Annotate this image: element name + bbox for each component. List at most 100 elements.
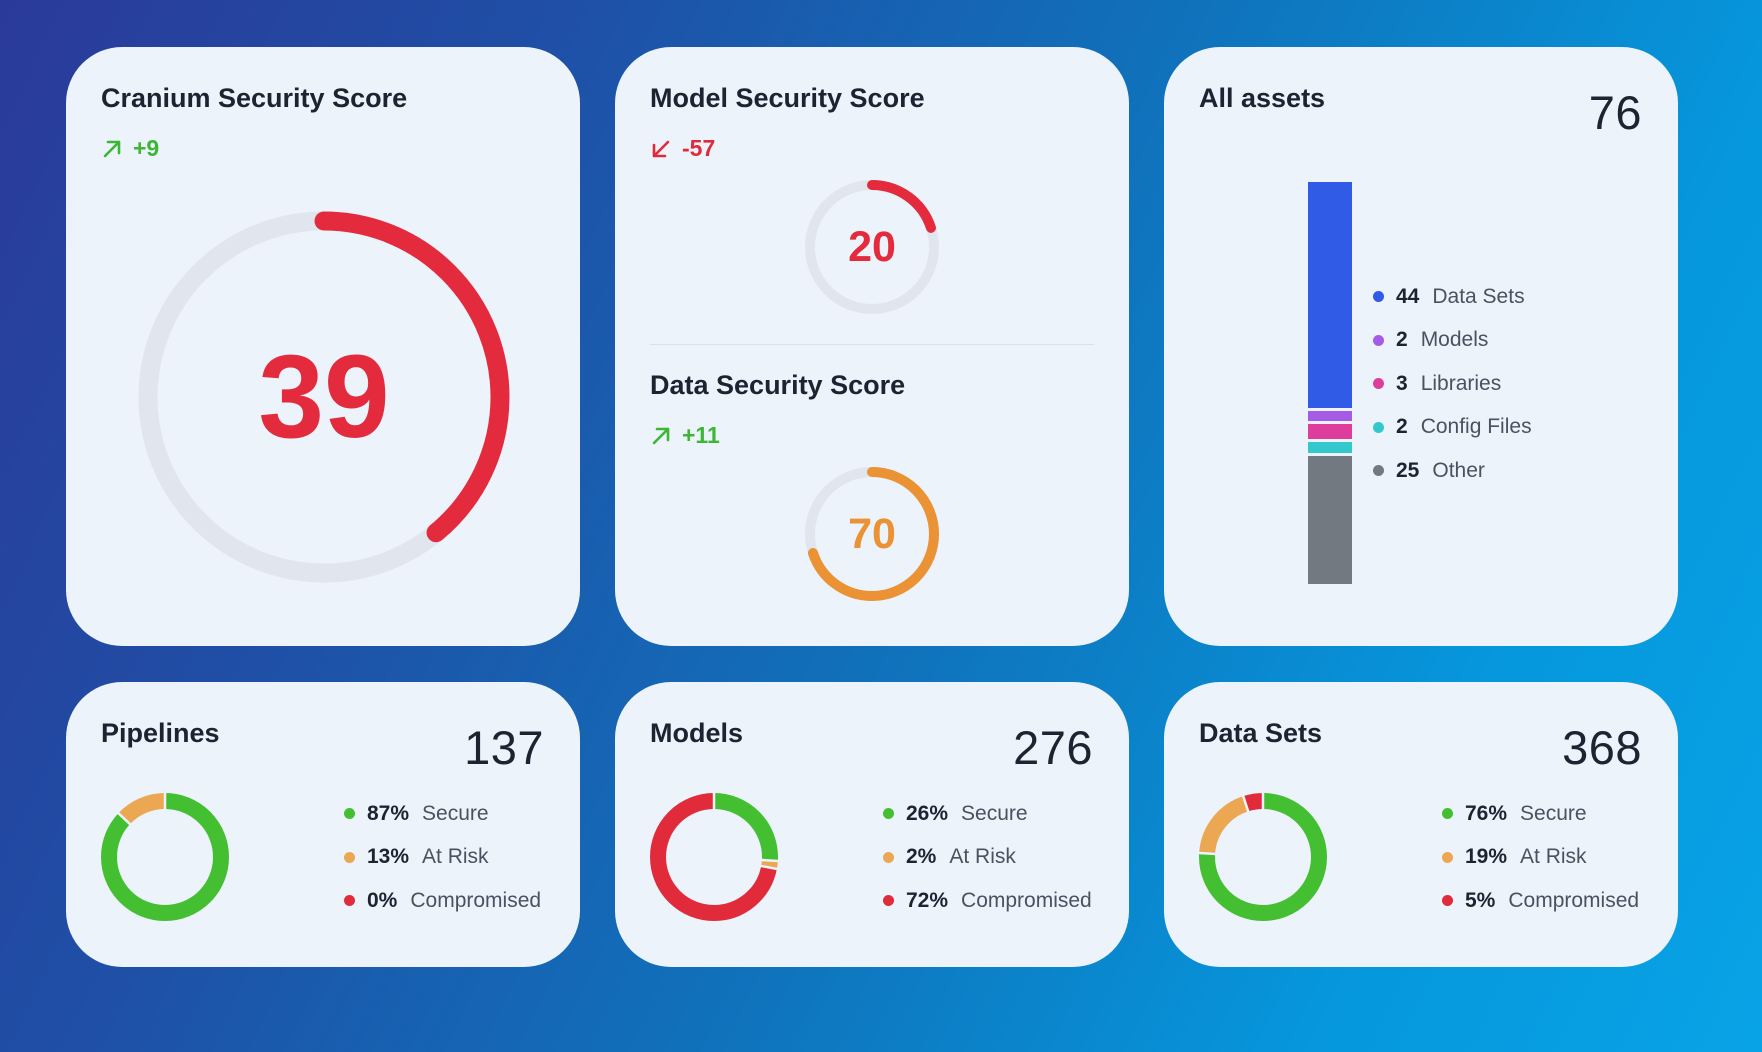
model-data-score-card[interactable]: Model Security Score -57 20 Data Securit… <box>615 47 1129 646</box>
pipelines-legend-label: Secure <box>422 801 489 825</box>
assets-bar-segment <box>1308 442 1352 456</box>
legend-dot-icon <box>344 808 355 820</box>
data-score-delta: +11 <box>650 422 720 449</box>
models-legend-item: 72% Compromised <box>883 879 1092 923</box>
legend-dot-icon <box>1373 421 1384 433</box>
datasets-card[interactable]: Data Sets 368 76% Secure 19% At Risk 5% Compr… <box>1164 682 1678 967</box>
models-donut-chart <box>650 793 778 921</box>
assets-bar-segment <box>1308 182 1352 411</box>
models-total: 276 <box>1013 721 1093 774</box>
legend-dot-icon <box>1442 851 1453 863</box>
model-score-value: 20 <box>848 222 896 271</box>
pipelines-legend-item: 0% Compromised <box>344 879 541 923</box>
assets-stacked-bar <box>1308 182 1352 584</box>
arrow-up-right-icon <box>103 140 121 157</box>
legend-dot-icon <box>344 895 355 907</box>
assets-legend-label: Data Sets <box>1432 284 1525 308</box>
assets-bar-segment <box>1308 455 1352 584</box>
assets-legend-count: 2 <box>1396 415 1408 439</box>
model-score-gauge: 20 <box>802 177 942 317</box>
assets-legend-label: Config Files <box>1420 415 1532 439</box>
pipelines-legend-item: 87% Secure <box>344 792 541 836</box>
cranium-score-delta-value: +9 <box>133 135 160 161</box>
data-score-delta-value: +11 <box>682 422 720 448</box>
legend-dot-icon <box>1373 334 1384 346</box>
datasets-legend-label: Compromised <box>1508 888 1640 912</box>
assets-legend-count: 2 <box>1396 328 1408 352</box>
datasets-legend-pct: 76% <box>1465 801 1508 825</box>
data-score-arc <box>805 467 939 601</box>
arrow-down-left-icon <box>652 140 670 157</box>
datasets-legend-item: 5% Compromised <box>1442 879 1639 923</box>
legend-dot-icon <box>883 808 894 820</box>
arrow-up-right-icon <box>652 427 670 444</box>
models-legend-item: 2% At Risk <box>883 836 1092 880</box>
assets-legend-label: Models <box>1420 328 1489 352</box>
models-title: Models <box>650 718 744 748</box>
models-donut-separator <box>760 858 778 863</box>
assets-bar-segment <box>1308 424 1352 443</box>
model-score-delta-value: -57 <box>682 135 716 161</box>
cranium-score-arc <box>138 211 510 583</box>
legend-dot-icon <box>883 851 894 863</box>
assets-legend: 44 Data Sets 2 Models 3 Libraries 2 Config File… <box>1373 275 1532 493</box>
all-assets-card[interactable]: All assets 76 44 Data Sets 2 Models 3 Librari… <box>1164 47 1678 646</box>
assets-legend-label: Libraries <box>1420 371 1502 395</box>
legend-dot-icon <box>1373 465 1384 477</box>
datasets-total: 368 <box>1562 721 1642 774</box>
legend-dot-icon <box>1442 895 1453 907</box>
datasets-legend-label: Secure <box>1520 801 1587 825</box>
models-legend-label: Secure <box>961 801 1028 825</box>
datasets-legend-item: 76% Secure <box>1442 792 1639 836</box>
all-assets-total: 76 <box>1588 86 1642 139</box>
legend-dot-icon <box>1373 291 1384 303</box>
pipelines-donut-separator <box>116 811 132 826</box>
datasets-donut-separator <box>1241 794 1250 813</box>
pipelines-legend: 87% Secure 13% At Risk 0% Compromised <box>344 792 541 923</box>
models-legend-label: Compromised <box>961 888 1092 912</box>
model-score-arc <box>805 180 939 314</box>
assets-legend-count: 25 <box>1396 458 1420 482</box>
data-score-gauge: 70 <box>802 464 942 604</box>
datasets-title: Data Sets <box>1199 718 1323 748</box>
pipelines-card[interactable]: Pipelines 137 87% Secure 13% At Risk 0% Compr… <box>66 682 580 967</box>
assets-legend-label: Other <box>1432 458 1485 482</box>
pipelines-legend-pct: 87% <box>367 801 410 825</box>
datasets-legend-pct: 5% <box>1465 888 1496 912</box>
cranium-score-title: Cranium Security Score <box>101 83 408 113</box>
models-donut-separator <box>759 864 778 871</box>
pipelines-legend-pct: 13% <box>367 845 410 869</box>
legend-dot-icon <box>1442 808 1453 820</box>
assets-legend-item: 2 Models <box>1373 319 1532 363</box>
assets-bar-segment <box>1308 410 1352 425</box>
pipelines-legend-item: 13% At Risk <box>344 836 541 880</box>
model-score-title: Model Security Score <box>650 83 925 113</box>
model-score-delta: -57 <box>650 135 715 162</box>
cranium-score-card[interactable]: Cranium Security Score +9 39 <box>66 47 580 646</box>
pipelines-legend-pct: 0% <box>367 888 398 912</box>
cranium-score-gauge: 39 <box>138 211 510 583</box>
data-score-value: 70 <box>848 509 896 558</box>
datasets-legend-label: At Risk <box>1520 845 1587 869</box>
cranium-score-value: 39 <box>258 331 390 463</box>
pipelines-donut-chart <box>101 793 229 921</box>
data-score-title: Data Security Score <box>650 370 906 400</box>
assets-legend-item: 3 Libraries <box>1373 362 1532 406</box>
models-legend-pct: 26% <box>906 801 949 825</box>
assets-legend-item: 25 Other <box>1373 449 1532 493</box>
all-assets-title: All assets <box>1199 83 1326 113</box>
datasets-legend-item: 19% At Risk <box>1442 836 1639 880</box>
models-card[interactable]: Models 276 26% Secure 2% At Risk 72% Compromi… <box>615 682 1129 967</box>
legend-dot-icon <box>1373 378 1384 390</box>
cranium-score-delta: +9 <box>101 135 159 162</box>
assets-legend-item: 2 Config Files <box>1373 406 1532 450</box>
legend-dot-icon <box>344 851 355 863</box>
models-legend-pct: 2% <box>906 845 937 869</box>
pipelines-title: Pipelines <box>101 718 220 748</box>
score-divider <box>650 344 1094 345</box>
pipelines-legend-label: At Risk <box>422 845 489 869</box>
models-legend-pct: 72% <box>906 888 949 912</box>
assets-legend-item: 44 Data Sets <box>1373 275 1532 319</box>
datasets-legend-pct: 19% <box>1465 845 1508 869</box>
assets-legend-count: 3 <box>1396 371 1408 395</box>
